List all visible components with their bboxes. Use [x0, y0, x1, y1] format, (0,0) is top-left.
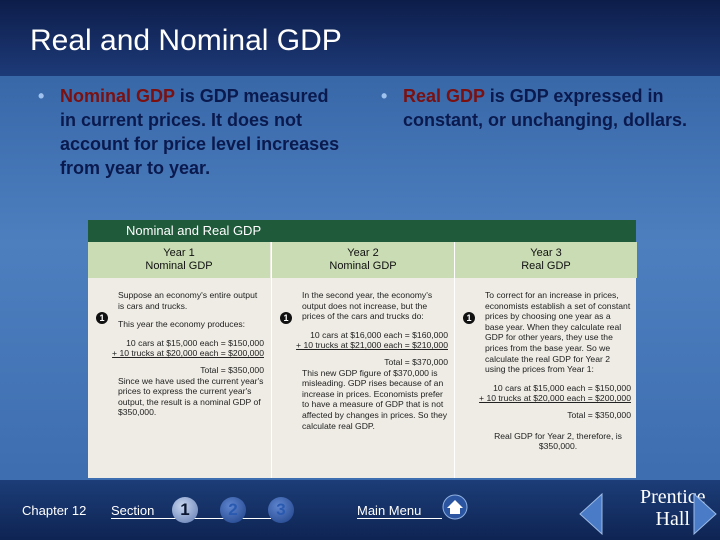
column-text: In the second year, the economy's output…: [302, 290, 433, 322]
step-number: 1: [463, 312, 475, 324]
step-number: 1: [96, 312, 108, 324]
figure-title: Nominal and Real GDP: [88, 220, 636, 242]
column-text: Since we have used the current year's pr…: [118, 375, 264, 418]
nav-arrows: [579, 492, 717, 536]
slide-title: Real and Nominal GDP: [30, 24, 342, 57]
heading-line: Year 3: [530, 247, 562, 259]
section-button[interactable]: 1: [172, 497, 198, 523]
column-text: This year the economy produces:: [118, 319, 246, 330]
logo-line: Prentice: [640, 486, 706, 508]
column-text: Total = $350,000: [200, 364, 264, 375]
home-icon[interactable]: [442, 494, 468, 520]
column-text: 10 cars at $15,000 each = $150,000: [126, 337, 264, 348]
column-body: Suppose an economy's entire output is ca…: [88, 278, 270, 418]
column-body: To correct for an increase in prices, ec…: [455, 278, 637, 452]
column-text: + 10 trucks at $20,000 each = $200,000: [112, 348, 264, 359]
heading-line: Nominal GDP: [145, 260, 213, 272]
logo: Prentice Hall: [640, 486, 706, 530]
figure: Nominal and Real GDP Year 1 Nominal GDP 1 S…: [88, 220, 637, 478]
heading-line: Nominal GDP: [329, 260, 397, 272]
column-text: + 10 trucks at $21,000 each = $210,000: [296, 340, 448, 351]
column-text: + 10 trucks at $20,000 each = $200,000: [479, 393, 631, 404]
prev-arrow[interactable]: [579, 492, 603, 536]
column-text: Suppose an economy's entire output is ca…: [118, 290, 258, 311]
main-menu[interactable]: Main Menu: [357, 503, 442, 519]
column-heading: Year 1 Nominal GDP: [88, 242, 270, 278]
bullet: • Real GDP is GDP expressed in constant, …: [381, 86, 688, 130]
figure-column: Year 2 Nominal GDP 1 In the second year, th…: [271, 242, 454, 478]
chapter-label: Chapter 12: [22, 503, 87, 518]
heading-line: Real GDP: [521, 260, 571, 272]
bullet-term: Nominal GDP: [60, 86, 175, 106]
next-arrow[interactable]: [693, 492, 717, 536]
bullet-term: Real GDP: [403, 86, 485, 106]
column-text: Total = $350,000: [567, 409, 631, 420]
section-button[interactable]: 3: [268, 497, 294, 523]
section-button[interactable]: 2: [220, 497, 246, 523]
column-text: To correct for an increase in prices, ec…: [485, 290, 631, 375]
column-text: 10 cars at $15,000 each = $150,000: [493, 382, 631, 393]
column-text: 10 cars at $16,000 each = $160,000: [310, 329, 448, 340]
figure-column: Year 3 Real GDP 1 To correct for an increas…: [454, 242, 637, 478]
column-body: In the second year, the economy's output…: [272, 278, 454, 431]
bullet: • Nominal GDP is GDP measured in current …: [38, 86, 340, 178]
bullet-text: is GDP expressed in constant, or unchang…: [403, 86, 688, 130]
heading-line: Year 2: [347, 247, 379, 259]
step-number: 1: [280, 312, 292, 324]
heading-line: Year 1: [163, 247, 195, 259]
title-bar: Real and Nominal GDP: [0, 0, 720, 76]
logo-line: Hall: [655, 508, 690, 530]
column-text: Total = $370,000: [384, 356, 448, 367]
column-text: Real GDP for Year 2, therefore, is $350,…: [494, 430, 622, 452]
column-heading: Year 2 Nominal GDP: [272, 242, 454, 278]
column-text: This new GDP figure of $370,000 is misle…: [302, 367, 448, 431]
figure-column: Year 1 Nominal GDP 1 Suppose an economy's e…: [88, 242, 270, 478]
column-heading: Year 3 Real GDP: [455, 242, 637, 278]
bullet-text: is GDP measured in current prices. It do…: [60, 86, 340, 178]
